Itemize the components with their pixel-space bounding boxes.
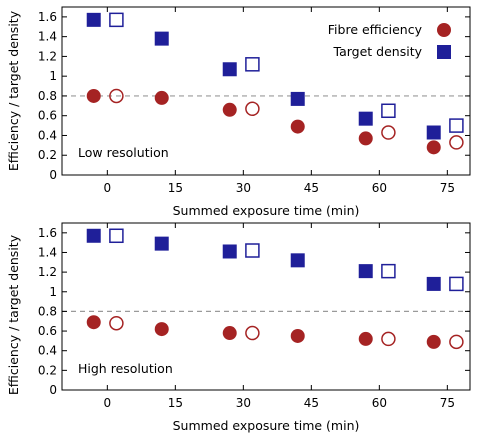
panel-label: High resolution (78, 361, 173, 376)
data-point-filled-square (290, 91, 305, 106)
x-tick-label: 30 (236, 396, 251, 410)
plot-frame (61, 222, 471, 391)
y-tick-label: 1.2 (38, 265, 57, 279)
data-point-open-circle (449, 334, 464, 350)
data-point-filled-circle (222, 326, 237, 341)
y-tick-label: 0 (49, 168, 57, 182)
data-point-open-circle (381, 331, 396, 347)
data-point-open-circle (245, 325, 260, 341)
y-tick-label: 1.4 (38, 30, 57, 44)
data-point-filled-square (222, 244, 237, 259)
y-tick-label: 0 (49, 383, 57, 397)
x-tick-label: 15 (168, 181, 183, 195)
data-point-filled-circle (426, 140, 441, 155)
y-tick-label: 0.8 (38, 304, 57, 318)
y-tick-label: 0.4 (38, 344, 57, 358)
data-point-filled-square (426, 276, 441, 291)
x-axis-title: Summed exposure time (min) (173, 418, 360, 433)
y-tick-label: 1.4 (38, 245, 57, 259)
plot-frame (61, 6, 471, 176)
data-point-open-circle (245, 101, 260, 117)
y-tick-label: 1 (49, 285, 57, 299)
x-tick-label: 75 (440, 181, 455, 195)
data-point-filled-square (426, 125, 441, 140)
y-tick-label: 1.6 (38, 226, 57, 240)
y-tick-label: 0.2 (38, 148, 57, 162)
data-point-filled-square (154, 31, 169, 46)
data-point-open-square (381, 263, 396, 279)
data-point-open-square (381, 103, 396, 119)
x-tick-label: 0 (104, 396, 112, 410)
data-point-filled-square (154, 236, 169, 251)
data-point-filled-circle (86, 315, 101, 330)
data-point-filled-circle (358, 131, 373, 146)
y-tick-label: 0.6 (38, 324, 57, 338)
data-point-open-square (109, 228, 124, 244)
legend-marker-density (437, 45, 451, 59)
data-point-open-circle (109, 315, 124, 331)
x-tick-label: 30 (236, 181, 251, 195)
legend-label-density: Target density (333, 44, 423, 59)
data-point-open-square (449, 276, 464, 292)
data-point-filled-circle (86, 88, 101, 103)
y-tick-label: 0.8 (38, 89, 57, 103)
x-tick-label: 45 (304, 181, 319, 195)
data-point-open-square (245, 57, 260, 72)
panel-label: Low resolution (78, 145, 169, 160)
y-tick-label: 1.6 (38, 10, 57, 24)
data-point-filled-circle (358, 331, 373, 346)
data-point-open-square (245, 243, 260, 258)
data-point-open-square (449, 118, 464, 133)
data-point-filled-square (86, 12, 101, 27)
x-tick-label: 60 (372, 181, 387, 195)
data-point-filled-circle (154, 90, 169, 105)
data-point-filled-circle (154, 322, 169, 337)
data-point-filled-square (358, 264, 373, 279)
y-tick-label: 1.2 (38, 49, 57, 63)
x-tick-label: 75 (440, 396, 455, 410)
data-point-filled-circle (290, 119, 305, 134)
data-point-open-circle (449, 135, 464, 150)
data-point-filled-square (290, 253, 305, 268)
x-tick-label: 45 (304, 396, 319, 410)
data-point-open-square (109, 12, 124, 28)
x-tick-label: 0 (104, 181, 112, 195)
y-tick-label: 0.4 (38, 128, 57, 142)
data-point-filled-square (222, 62, 237, 77)
y-tick-label: 1 (49, 69, 57, 83)
panel-high-resolution: Efficiency / target density Summed expos… (6, 222, 471, 433)
legend-marker-efficiency (437, 23, 451, 37)
data-point-filled-circle (426, 334, 441, 349)
data-point-open-circle (109, 88, 124, 104)
data-point-filled-circle (222, 102, 237, 117)
y-axis-title: Efficiency / target density (6, 234, 21, 395)
y-axis-title: Efficiency / target density (6, 10, 21, 171)
data-point-filled-square (86, 228, 101, 243)
y-tick-label: 0.6 (38, 109, 57, 123)
data-point-filled-square (358, 111, 373, 126)
legend-label-efficiency: Fibre efficiency (328, 22, 423, 37)
x-tick-label: 15 (168, 396, 183, 410)
y-tick-label: 0.2 (38, 363, 57, 377)
x-tick-label: 60 (372, 396, 387, 410)
x-axis-title: Summed exposure time (min) (173, 203, 360, 218)
panel-low-resolution: Efficiency / target density Summed expos… (6, 6, 471, 218)
data-point-filled-circle (290, 328, 305, 343)
data-point-open-circle (381, 125, 396, 140)
